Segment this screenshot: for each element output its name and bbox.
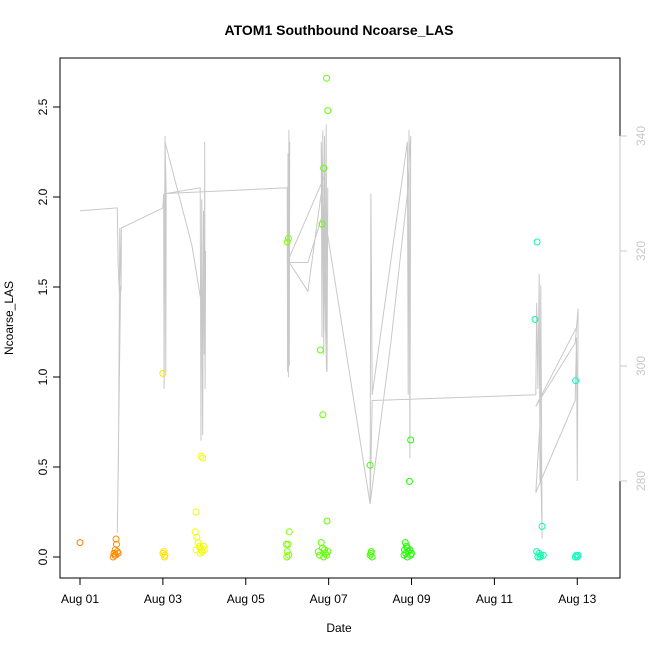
data-point — [407, 436, 415, 444]
data-point — [535, 549, 543, 557]
y-axis-left: 0.0 0.5 1.0 1.5 2.0 2.5 — [36, 98, 60, 565]
data-point — [319, 411, 327, 419]
data-point — [536, 553, 544, 561]
y-axis-label: Ncoarse_LAS — [2, 281, 16, 355]
data-point — [283, 238, 291, 246]
x-tick-label: Aug 05 — [227, 592, 265, 606]
data-point — [367, 549, 375, 557]
data-point — [316, 346, 324, 354]
data-point — [114, 549, 122, 557]
data-point — [283, 553, 291, 561]
y-tick-label: 1.5 — [36, 278, 50, 295]
data-point — [318, 220, 326, 228]
data-point — [574, 551, 582, 559]
data-point — [283, 548, 291, 556]
x-tick-label: Aug 01 — [61, 592, 99, 606]
data-point — [109, 553, 117, 561]
y2-tick-label: 320 — [634, 241, 648, 261]
data-point — [324, 548, 332, 556]
x-tick-label: Aug 09 — [392, 592, 430, 606]
x-tick-label: Aug 11 — [476, 592, 513, 606]
data-point — [320, 164, 328, 172]
data-point — [111, 551, 119, 559]
x-axis: Aug 01 Aug 03 Aug 05 Aug 07 Aug 09 Aug 11 Aug … — [61, 577, 597, 606]
data-point — [400, 546, 408, 554]
data-point — [285, 551, 293, 559]
scatter-points — [76, 74, 582, 561]
x-tick-label: Aug 03 — [144, 592, 182, 606]
x-tick-label: Aug 13 — [558, 592, 596, 606]
data-point — [192, 508, 200, 516]
y-tick-label: 0.5 — [36, 458, 50, 475]
data-point — [531, 315, 539, 323]
chart-title: ATOM1 Southbound Ncoarse_LAS — [225, 22, 454, 38]
data-point — [572, 377, 580, 385]
y-tick-label: 2.0 — [36, 188, 50, 205]
right-axis-series-line — [79, 124, 579, 539]
data-point — [192, 546, 200, 554]
data-point — [199, 454, 207, 462]
data-point — [408, 549, 416, 557]
data-point — [285, 528, 293, 536]
data-point — [533, 238, 541, 246]
data-point — [159, 369, 167, 377]
data-point — [539, 551, 547, 559]
y-tick-label: 1.0 — [36, 368, 50, 385]
data-point — [197, 452, 205, 460]
data-point — [324, 107, 332, 115]
y-tick-label: 2.5 — [36, 98, 50, 115]
data-point — [400, 551, 408, 559]
data-point — [538, 522, 546, 530]
x-tick-label: Aug 07 — [310, 592, 348, 606]
data-point — [318, 544, 326, 552]
x-axis-label: Date — [326, 621, 352, 635]
data-point — [200, 546, 208, 554]
y-axis-right: 280 300 320 340 — [619, 126, 648, 491]
y2-tick-label: 300 — [634, 356, 648, 376]
data-point — [196, 549, 204, 557]
data-point — [406, 546, 414, 554]
data-point — [323, 74, 331, 82]
data-point — [161, 553, 169, 561]
right-axis-line-series — [79, 124, 579, 539]
data-point — [284, 540, 292, 548]
data-point — [284, 234, 292, 242]
y2-tick-label: 340 — [634, 126, 648, 146]
y-tick-label: 0.0 — [36, 548, 50, 565]
data-point — [159, 549, 167, 557]
data-point — [199, 542, 207, 550]
data-point — [405, 477, 413, 485]
data-point — [323, 517, 331, 525]
data-point — [76, 539, 84, 547]
data-point — [368, 553, 376, 561]
data-point — [314, 548, 322, 556]
y2-tick-label: 280 — [634, 471, 648, 491]
data-point — [366, 461, 374, 469]
data-point — [320, 553, 328, 561]
data-point — [403, 553, 411, 561]
data-point — [112, 535, 120, 543]
plot-frame — [59, 57, 621, 579]
